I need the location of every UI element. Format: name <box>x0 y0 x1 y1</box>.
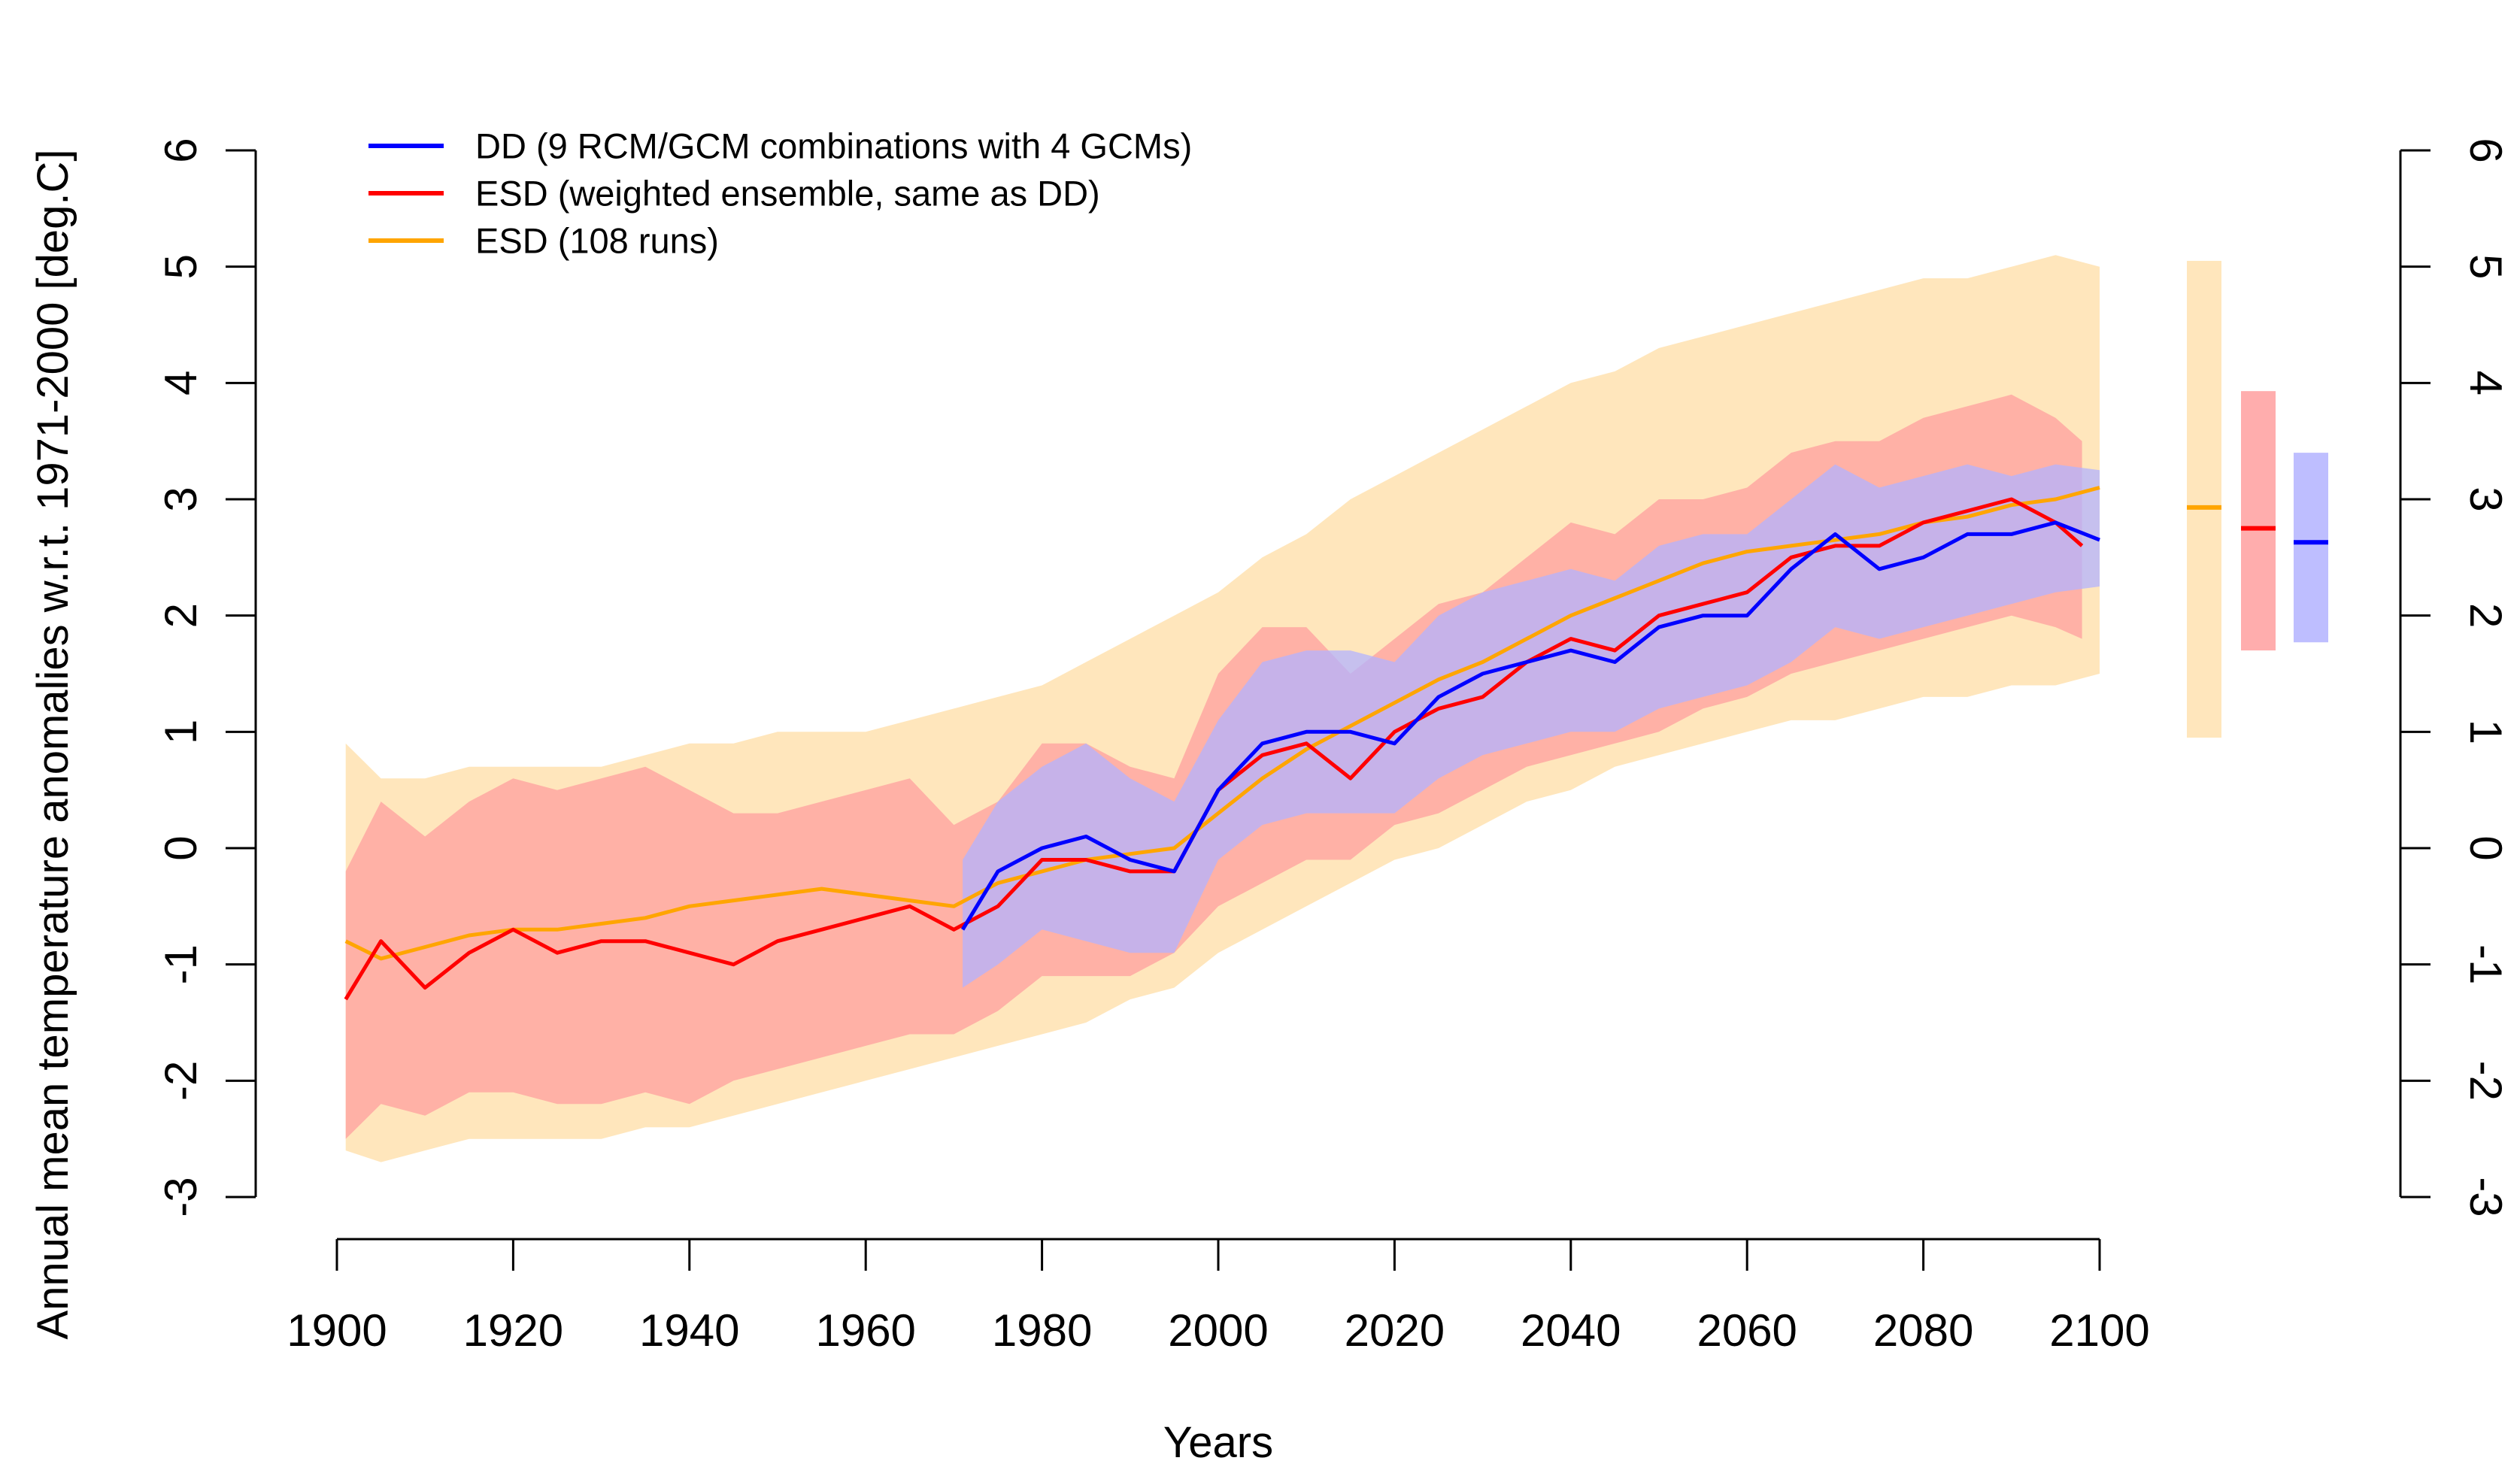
y-tick-label-left: 0 <box>156 835 206 860</box>
x-tick-label: 2040 <box>1521 1305 1621 1356</box>
x-tick-label: 1960 <box>815 1305 915 1356</box>
y-tick-label-right: -3 <box>2461 1177 2511 1217</box>
y-tick-label-right: -2 <box>2461 1061 2511 1101</box>
y-tick-label-right: 3 <box>2461 486 2511 511</box>
x-tick-label: 2000 <box>1168 1305 1268 1356</box>
uncertainty-bands <box>345 255 2100 1162</box>
x-tick-label: 1980 <box>992 1305 1092 1356</box>
y-tick-label-right: 5 <box>2461 254 2511 279</box>
y-tick-label-left: 1 <box>156 720 206 744</box>
axes: -3 -3 -2 -2 -1 -1 0 0 1 1 2 2 3 3 4 4 5 5 6 6 1900 1920 1940 19… <box>156 138 2511 1356</box>
end-of-century-range-bars <box>2187 260 2328 738</box>
range-bar-esd_weighted <box>2241 391 2276 651</box>
x-axis-title: Years <box>1163 1418 1273 1467</box>
x-tick-label: 2020 <box>1345 1305 1445 1356</box>
range-bar-esd_runs <box>2187 260 2221 738</box>
range-bar-dd <box>2294 453 2328 643</box>
y-tick-label-left: 4 <box>156 371 206 396</box>
y-tick-label-left: 5 <box>156 254 206 279</box>
y-tick-label-right: 6 <box>2461 138 2511 162</box>
line-dd <box>960 520 2100 931</box>
series-lines <box>344 486 2100 1001</box>
x-tick-label: 1940 <box>639 1305 739 1356</box>
legend-label-dd: DD (9 RCM/GCM combinations with 4 GCMs) <box>475 126 1192 165</box>
band-dd <box>963 464 2100 988</box>
line-esd_runs <box>344 486 2100 961</box>
x-tick-label: 1900 <box>287 1305 387 1356</box>
y-tick-label-right: 2 <box>2461 603 2511 628</box>
legend-label-esd_runs: ESD (108 runs) <box>475 220 719 260</box>
y-tick-label-left: 6 <box>156 138 206 162</box>
x-tick-label: 2060 <box>1697 1305 1797 1356</box>
x-tick-label: 2080 <box>1873 1305 1973 1356</box>
y-tick-label-right: 1 <box>2461 720 2511 744</box>
legend-label-esd_weighted: ESD (weighted ensemble, same as DD) <box>475 173 1100 213</box>
y-tick-label-right: 0 <box>2461 835 2511 860</box>
y-axis-title: Annual mean temperature anomalies w.r.t.… <box>29 149 77 1339</box>
x-tick-label: 2100 <box>2049 1305 2149 1356</box>
x-tick-label: 1920 <box>463 1305 563 1356</box>
y-tick-label-right: -1 <box>2461 944 2511 984</box>
y-tick-label-left: -3 <box>156 1177 206 1217</box>
y-tick-label-left: -2 <box>156 1061 206 1101</box>
y-tick-label-right: 4 <box>2461 371 2511 396</box>
y-tick-label-left: 2 <box>156 603 206 628</box>
y-tick-label-left: -1 <box>156 944 206 984</box>
legend: DD (9 RCM/GCM combinations with 4 GCMs) E… <box>368 126 1192 260</box>
y-tick-label-left: 3 <box>156 486 206 511</box>
